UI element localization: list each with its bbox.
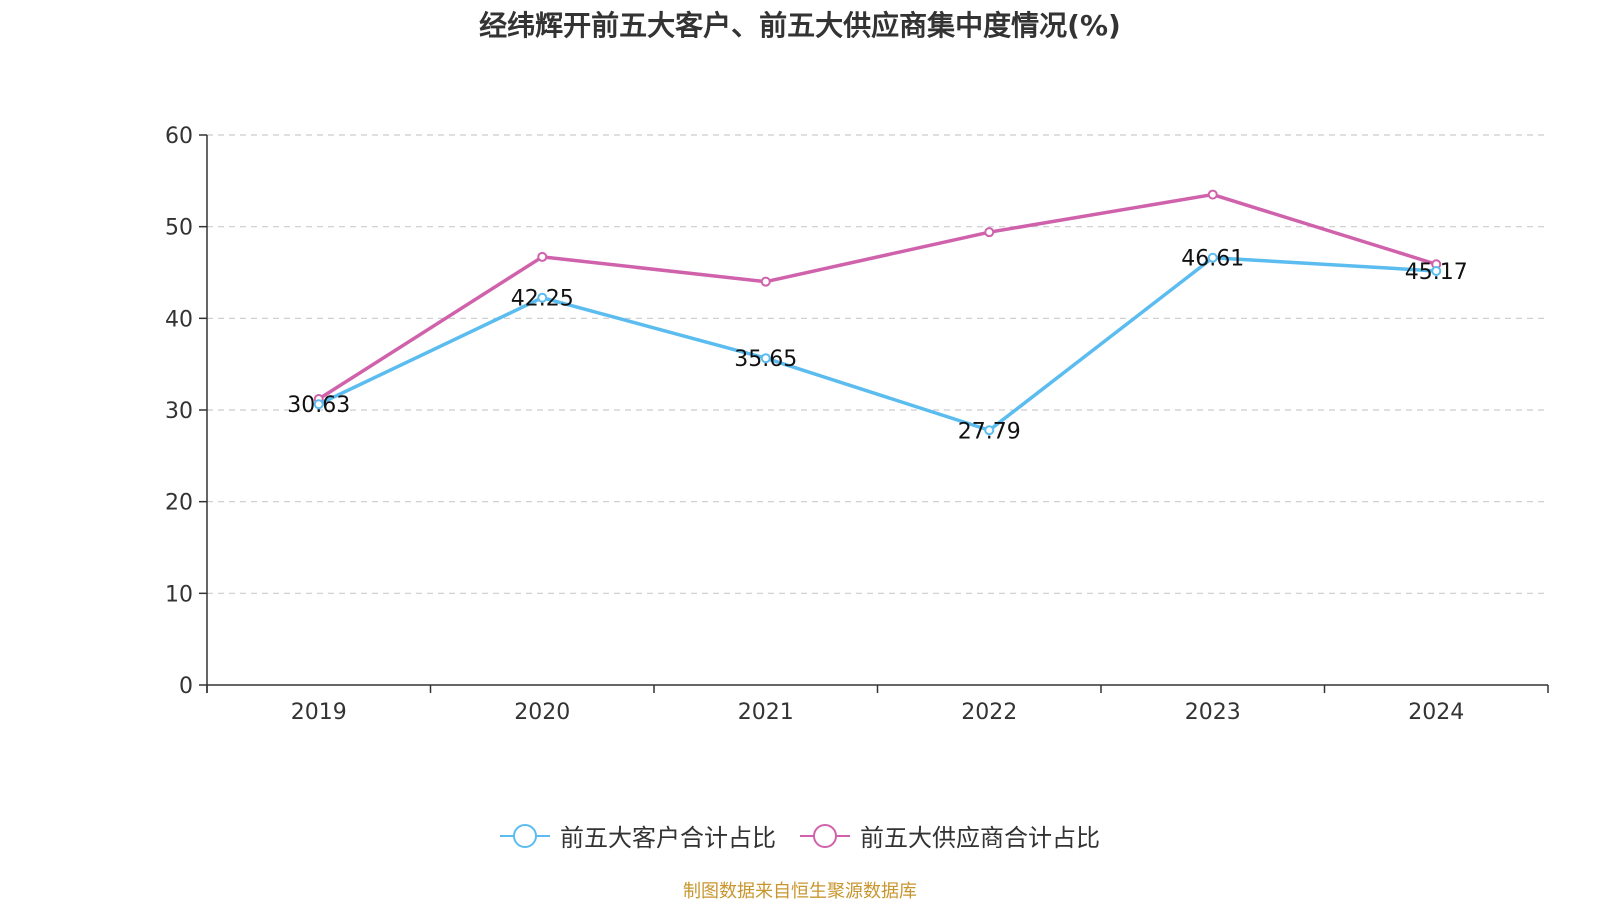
y-tick-label: 20 bbox=[165, 491, 193, 516]
legend: 前五大客户合计占比 前五大供应商合计占比 bbox=[0, 818, 1600, 853]
data-point-0 bbox=[760, 353, 771, 364]
legend-label-customers: 前五大客户合计占比 bbox=[560, 824, 776, 852]
data-point-0 bbox=[313, 399, 324, 410]
y-tick-label: 10 bbox=[165, 582, 193, 607]
x-tick-label: 2024 bbox=[1408, 700, 1464, 725]
data-point-1 bbox=[537, 251, 548, 262]
chart-title: 经纬辉开前五大客户、前五大供应商集中度情况(%) bbox=[479, 9, 1121, 42]
data-point-0 bbox=[537, 292, 548, 303]
y-tick-label: 0 bbox=[179, 674, 193, 699]
data-label: 30.63 bbox=[287, 393, 350, 418]
data-point-1 bbox=[984, 227, 995, 238]
y-tick-label: 40 bbox=[165, 307, 193, 332]
data-point-0 bbox=[1207, 252, 1218, 263]
data-label: 46.61 bbox=[1181, 247, 1244, 272]
x-tick-label: 2019 bbox=[291, 700, 347, 725]
data-point-1 bbox=[1207, 189, 1218, 200]
data-label: 27.79 bbox=[958, 419, 1021, 444]
data-point-0 bbox=[984, 425, 995, 436]
y-tick-label: 50 bbox=[165, 216, 193, 241]
x-tick-label: 2023 bbox=[1185, 700, 1241, 725]
x-tick-label: 2022 bbox=[961, 700, 1017, 725]
y-tick-label: 30 bbox=[165, 399, 193, 424]
data-label: 35.65 bbox=[734, 347, 797, 372]
series-line-0 bbox=[317, 255, 1437, 433]
legend-label-suppliers: 前五大供应商合计占比 bbox=[860, 824, 1100, 852]
legend-marker-suppliers bbox=[800, 823, 850, 848]
legend-item-customers[interactable]: 前五大客户合计占比 bbox=[500, 818, 776, 853]
data-point-1 bbox=[760, 276, 771, 287]
data-label: 42.25 bbox=[511, 287, 574, 312]
y-tick-label: 60 bbox=[165, 124, 193, 149]
data-point-0 bbox=[1431, 265, 1442, 276]
source-note: 制图数据来自恒生聚源数据库 bbox=[683, 881, 917, 902]
data-label: 45.17 bbox=[1405, 260, 1468, 285]
series-line-1 bbox=[317, 192, 1437, 401]
legend-item-suppliers[interactable]: 前五大供应商合计占比 bbox=[800, 818, 1100, 853]
legend-marker-customers bbox=[500, 823, 550, 848]
x-tick-label: 2021 bbox=[738, 700, 794, 725]
x-tick-label: 2020 bbox=[514, 700, 570, 725]
